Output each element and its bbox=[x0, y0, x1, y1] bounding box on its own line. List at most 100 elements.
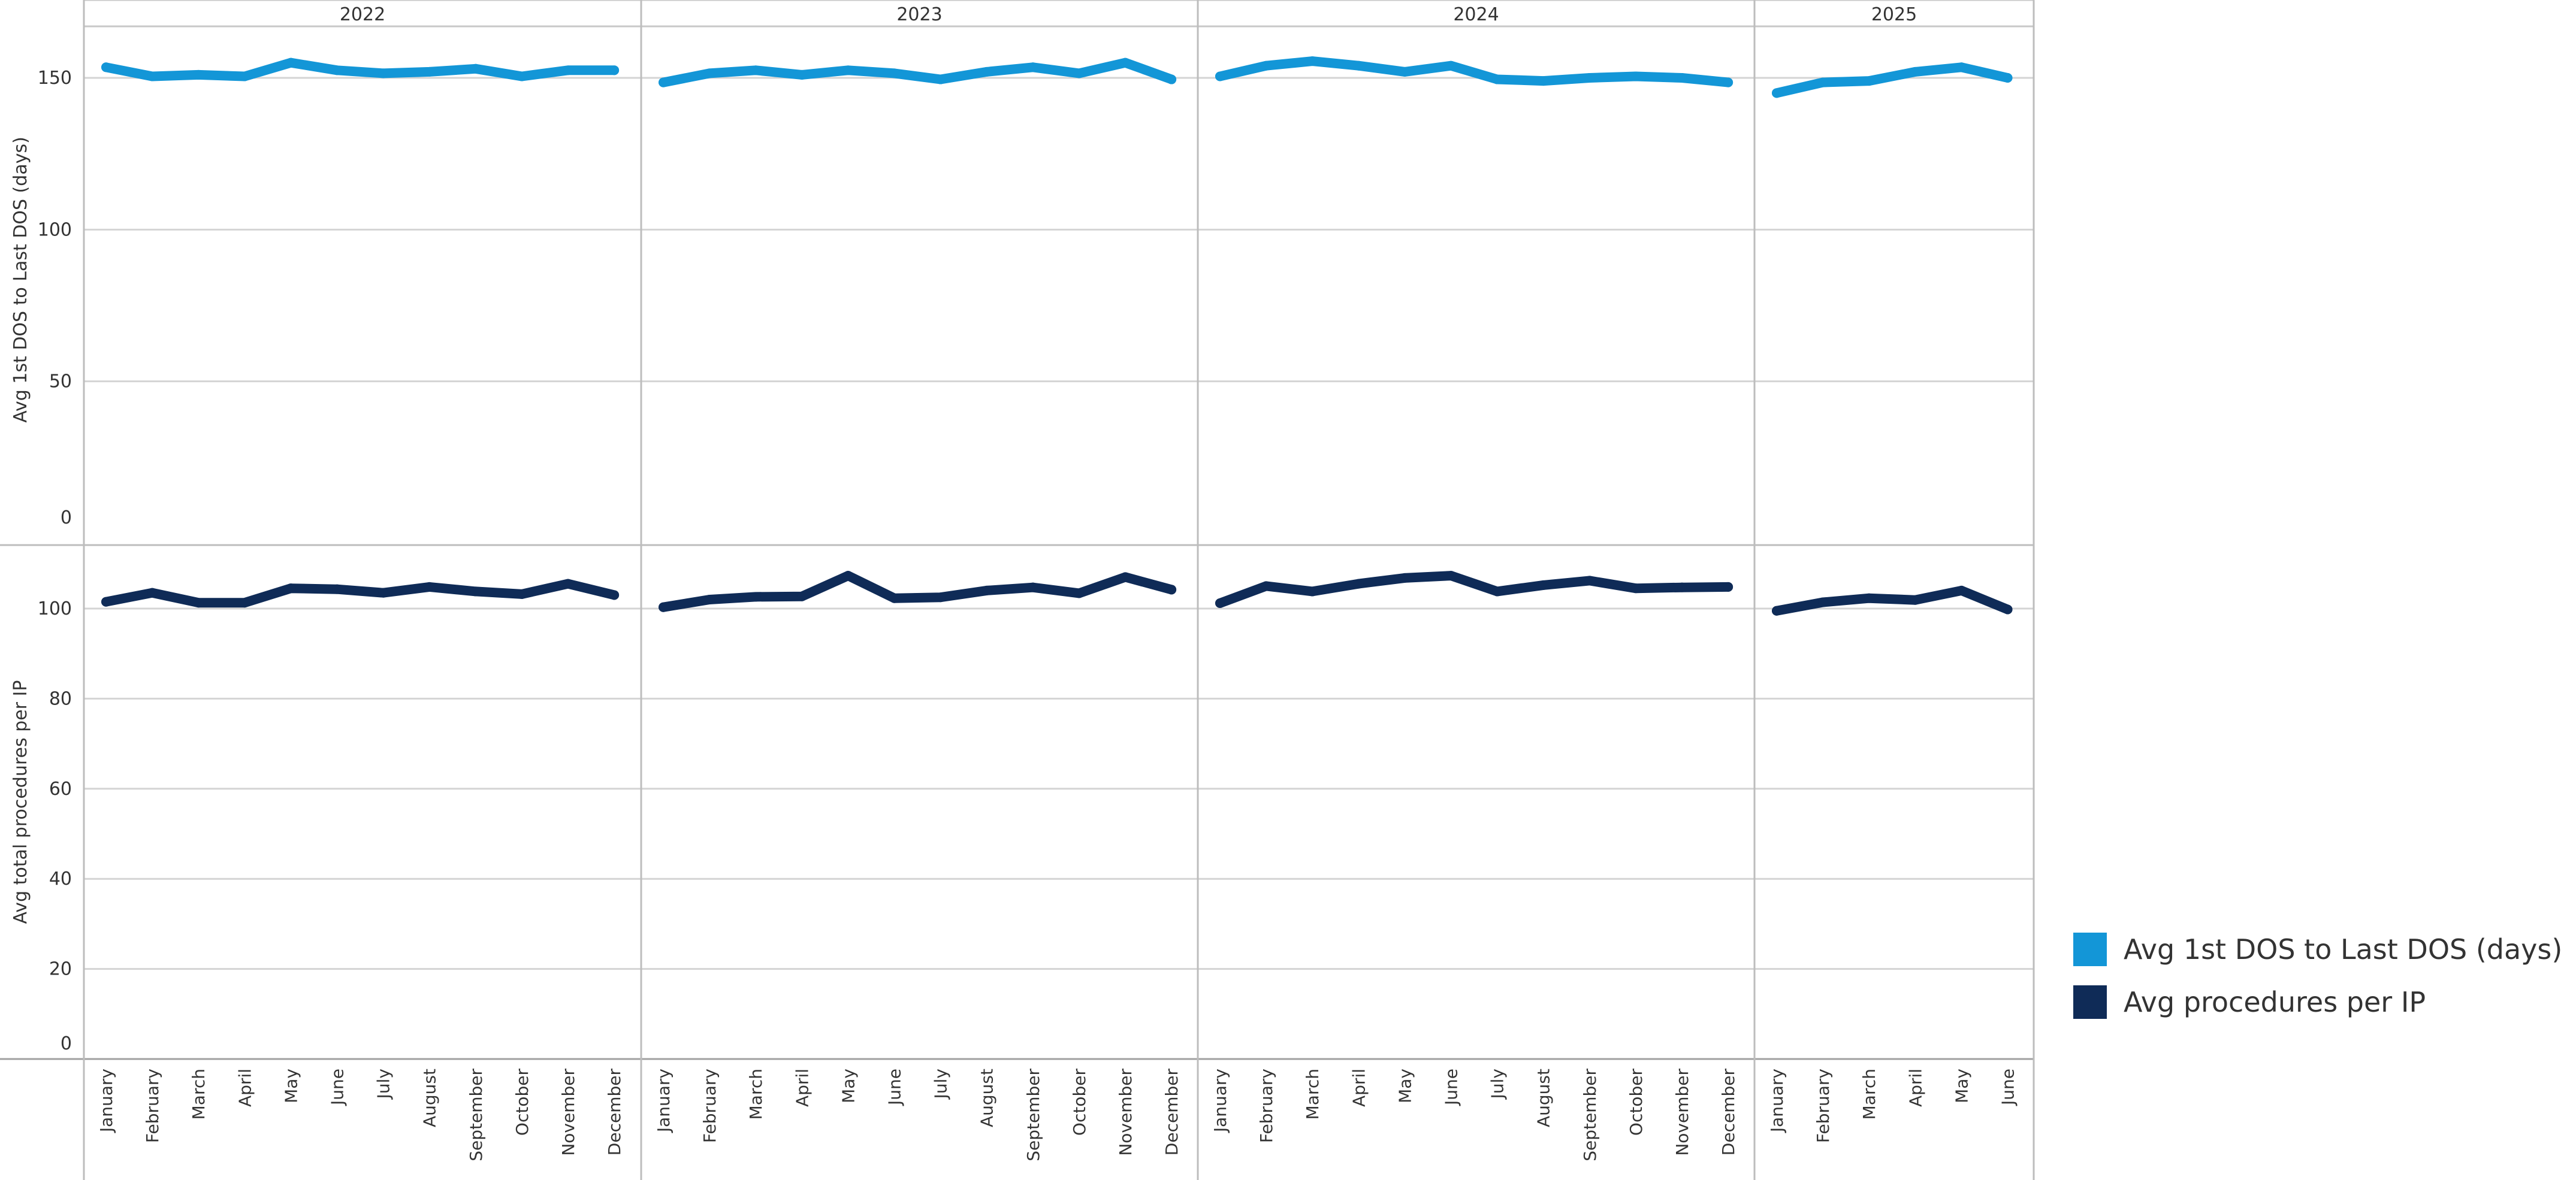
y-axis-title-panel1: Avg total procedures per IP bbox=[10, 680, 31, 924]
data-point-avg-procedures-per-ip-2024-march bbox=[1307, 586, 1318, 597]
facet-header-2023: 2023 bbox=[896, 4, 942, 25]
x-tick-label-2025-may: May bbox=[1952, 1069, 1971, 1103]
series-line-avg-1st-dos-to-last-dos-days-2023 bbox=[659, 58, 1177, 87]
data-point-avg-1st-dos-to-last-dos-days-2023-may bbox=[843, 65, 853, 75]
data-point-avg-procedures-per-ip-2023-december bbox=[1167, 585, 1177, 595]
data-point-avg-1st-dos-to-last-dos-days-2024-october bbox=[1630, 71, 1641, 81]
data-point-avg-procedures-per-ip-2022-december bbox=[609, 590, 620, 600]
data-point-avg-1st-dos-to-last-dos-days-2023-december bbox=[1167, 74, 1177, 84]
data-point-avg-1st-dos-to-last-dos-days-2024-september bbox=[1584, 73, 1594, 83]
x-tick-label-2025-march: March bbox=[1859, 1069, 1879, 1120]
data-point-avg-1st-dos-to-last-dos-days-2022-august bbox=[424, 66, 434, 77]
series-line-avg-procedures-per-ip-2024 bbox=[1215, 571, 1734, 608]
x-tick-label-2024-january: January bbox=[1210, 1069, 1230, 1133]
data-point-avg-1st-dos-to-last-dos-days-2025-january bbox=[1772, 88, 1781, 98]
data-point-avg-1st-dos-to-last-dos-days-2022-june bbox=[332, 65, 342, 75]
data-point-avg-1st-dos-to-last-dos-days-2025-may bbox=[1956, 62, 1967, 72]
x-tick-label-2024-may: May bbox=[1395, 1069, 1415, 1103]
x-tick-label-2023-february: February bbox=[700, 1069, 720, 1143]
x-tick-label-2023-may: May bbox=[838, 1069, 858, 1103]
data-point-avg-procedures-per-ip-2024-september bbox=[1584, 576, 1594, 586]
legend-entry-avg-dos[interactable]: Avg 1st DOS to Last DOS (days) bbox=[2073, 930, 2562, 969]
data-point-avg-procedures-per-ip-2025-march bbox=[1864, 593, 1874, 603]
data-point-avg-1st-dos-to-last-dos-days-2023-november bbox=[1121, 58, 1130, 68]
data-point-avg-1st-dos-to-last-dos-days-2024-december bbox=[1723, 77, 1734, 87]
data-point-avg-procedures-per-ip-2022-august bbox=[424, 582, 434, 592]
x-tick-label-2023-october: October bbox=[1070, 1069, 1089, 1136]
data-point-avg-1st-dos-to-last-dos-days-2025-june bbox=[2003, 73, 2013, 83]
series-line-avg-1st-dos-to-last-dos-days-2022 bbox=[101, 58, 620, 81]
x-tick-label-2024-march: March bbox=[1303, 1069, 1322, 1120]
data-point-avg-1st-dos-to-last-dos-days-2024-july bbox=[1492, 74, 1502, 84]
x-tick-label-2025-january: January bbox=[1767, 1069, 1787, 1133]
data-point-avg-procedures-per-ip-2023-november bbox=[1121, 572, 1130, 582]
y-tick-label-panel1-80: 80 bbox=[49, 688, 72, 709]
data-point-avg-1st-dos-to-last-dos-days-2022-october bbox=[517, 71, 527, 81]
y-tick-label-panel1-20: 20 bbox=[49, 959, 72, 980]
data-point-avg-1st-dos-to-last-dos-days-2023-september bbox=[1028, 62, 1038, 72]
series-line-avg-1st-dos-to-last-dos-days-2024 bbox=[1215, 56, 1734, 87]
y-tick-label-panel1-0: 0 bbox=[61, 1033, 72, 1054]
data-point-avg-procedures-per-ip-2023-august bbox=[982, 585, 992, 595]
data-point-avg-procedures-per-ip-2022-february bbox=[147, 588, 158, 598]
data-point-avg-procedures-per-ip-2023-june bbox=[889, 593, 899, 603]
data-point-avg-1st-dos-to-last-dos-days-2023-march bbox=[751, 65, 761, 75]
data-point-avg-procedures-per-ip-2022-november bbox=[563, 579, 573, 589]
x-tick-label-2024-august: August bbox=[1534, 1069, 1554, 1127]
data-point-avg-procedures-per-ip-2025-june bbox=[2003, 604, 2013, 615]
x-tick-label-2022-march: March bbox=[189, 1069, 209, 1120]
x-tick-label-2024-june: June bbox=[1442, 1069, 1461, 1106]
data-point-avg-procedures-per-ip-2024-february bbox=[1261, 581, 1272, 591]
x-tick-label-2023-march: March bbox=[746, 1069, 766, 1120]
data-point-avg-procedures-per-ip-2023-september bbox=[1028, 582, 1038, 592]
x-tick-label-2022-december: December bbox=[605, 1069, 624, 1156]
x-tick-label-2022-november: November bbox=[558, 1069, 578, 1156]
y-tick-label-panel1-100: 100 bbox=[38, 598, 72, 619]
x-tick-label-2024-july: July bbox=[1488, 1069, 1508, 1100]
x-tick-label-2024-february: February bbox=[1257, 1069, 1276, 1143]
data-point-avg-procedures-per-ip-2025-may bbox=[1956, 585, 1967, 595]
data-point-avg-1st-dos-to-last-dos-days-2022-july bbox=[378, 68, 388, 78]
facet-header-2022: 2022 bbox=[340, 4, 385, 25]
data-point-avg-procedures-per-ip-2023-october bbox=[1074, 588, 1084, 598]
series-line-avg-1st-dos-to-last-dos-days-2025 bbox=[1772, 62, 2013, 98]
series-line-avg-procedures-per-ip-2022 bbox=[101, 579, 620, 608]
data-point-avg-procedures-per-ip-2024-january bbox=[1215, 598, 1225, 608]
x-tick-label-2023-july: July bbox=[931, 1069, 951, 1100]
x-tick-label-2022-september: September bbox=[466, 1069, 486, 1161]
data-point-avg-1st-dos-to-last-dos-days-2023-june bbox=[889, 68, 899, 78]
data-point-avg-procedures-per-ip-2024-october bbox=[1630, 583, 1641, 594]
data-point-avg-procedures-per-ip-2022-october bbox=[517, 589, 527, 599]
x-tick-label-2022-july: July bbox=[374, 1069, 394, 1100]
data-point-avg-1st-dos-to-last-dos-days-2024-may bbox=[1400, 66, 1410, 77]
x-tick-label-2023-june: June bbox=[885, 1069, 905, 1106]
x-tick-label-2024-april: April bbox=[1349, 1069, 1369, 1107]
data-point-avg-1st-dos-to-last-dos-days-2022-september bbox=[470, 63, 481, 74]
x-tick-label-2023-april: April bbox=[792, 1069, 812, 1107]
legend-label-avg-dos: Avg 1st DOS to Last DOS (days) bbox=[2124, 933, 2563, 966]
x-tick-label-2022-august: August bbox=[420, 1069, 440, 1127]
x-tick-label-2024-december: December bbox=[1719, 1069, 1738, 1156]
y-tick-label-panel0-100: 100 bbox=[38, 219, 72, 240]
y-axis-title-panel0: Avg 1st DOS to Last DOS (days) bbox=[10, 137, 31, 423]
x-tick-label-2023-november: November bbox=[1116, 1069, 1136, 1156]
legend-entry-avg-procedures[interactable]: Avg procedures per IP bbox=[2073, 983, 2426, 1021]
y-tick-label-panel0-150: 150 bbox=[38, 68, 72, 89]
facet-header-2025: 2025 bbox=[1871, 4, 1917, 25]
data-point-avg-procedures-per-ip-2023-may bbox=[843, 571, 853, 581]
data-point-avg-procedures-per-ip-2024-may bbox=[1400, 573, 1410, 583]
x-tick-label-2022-april: April bbox=[235, 1069, 255, 1107]
x-tick-label-2024-october: October bbox=[1626, 1069, 1646, 1136]
data-point-avg-procedures-per-ip-2025-january bbox=[1772, 606, 1781, 616]
x-tick-label-2023-december: December bbox=[1162, 1069, 1182, 1156]
data-point-avg-1st-dos-to-last-dos-days-2022-january bbox=[101, 62, 111, 72]
data-point-avg-procedures-per-ip-2024-december bbox=[1723, 582, 1734, 592]
data-point-avg-procedures-per-ip-2022-march bbox=[194, 598, 204, 608]
x-tick-label-2025-april: April bbox=[1905, 1069, 1925, 1107]
data-point-avg-procedures-per-ip-2023-february bbox=[705, 594, 715, 604]
y-tick-label-panel0-0: 0 bbox=[61, 507, 72, 528]
data-point-avg-1st-dos-to-last-dos-days-2023-july bbox=[935, 74, 946, 84]
facet-header-2024: 2024 bbox=[1453, 4, 1499, 25]
data-point-avg-1st-dos-to-last-dos-days-2023-october bbox=[1074, 68, 1084, 78]
